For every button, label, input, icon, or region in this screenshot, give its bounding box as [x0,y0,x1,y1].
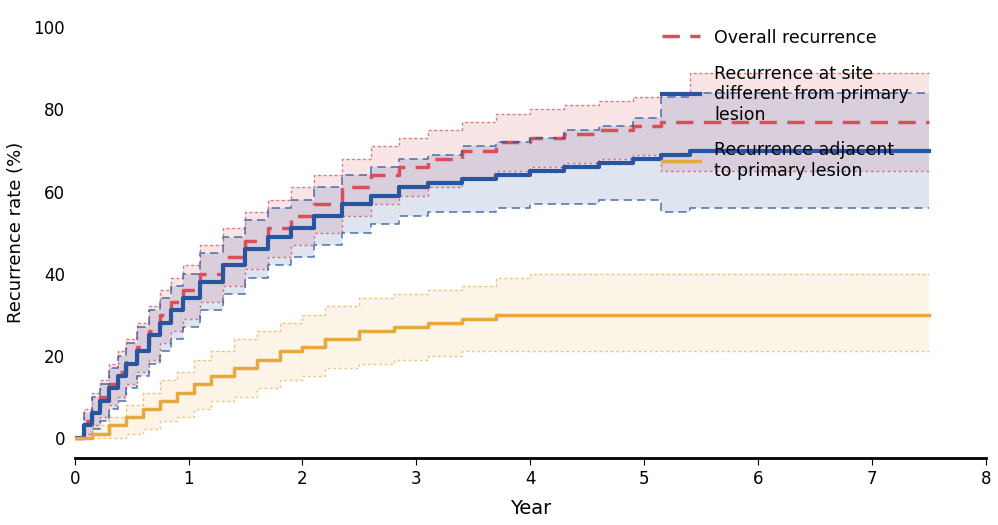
Legend: Overall recurrence, Recurrence at site
different from primary
lesion, Recurrence: Overall recurrence, Recurrence at site d… [662,29,909,180]
Y-axis label: Recurrence rate (%): Recurrence rate (%) [7,142,25,323]
X-axis label: Year: Year [510,499,551,518]
